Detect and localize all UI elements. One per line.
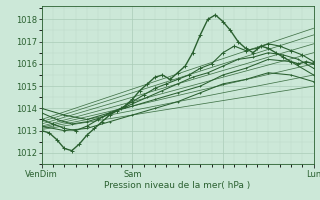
X-axis label: Pression niveau de la mer( hPa ): Pression niveau de la mer( hPa ) <box>104 181 251 190</box>
